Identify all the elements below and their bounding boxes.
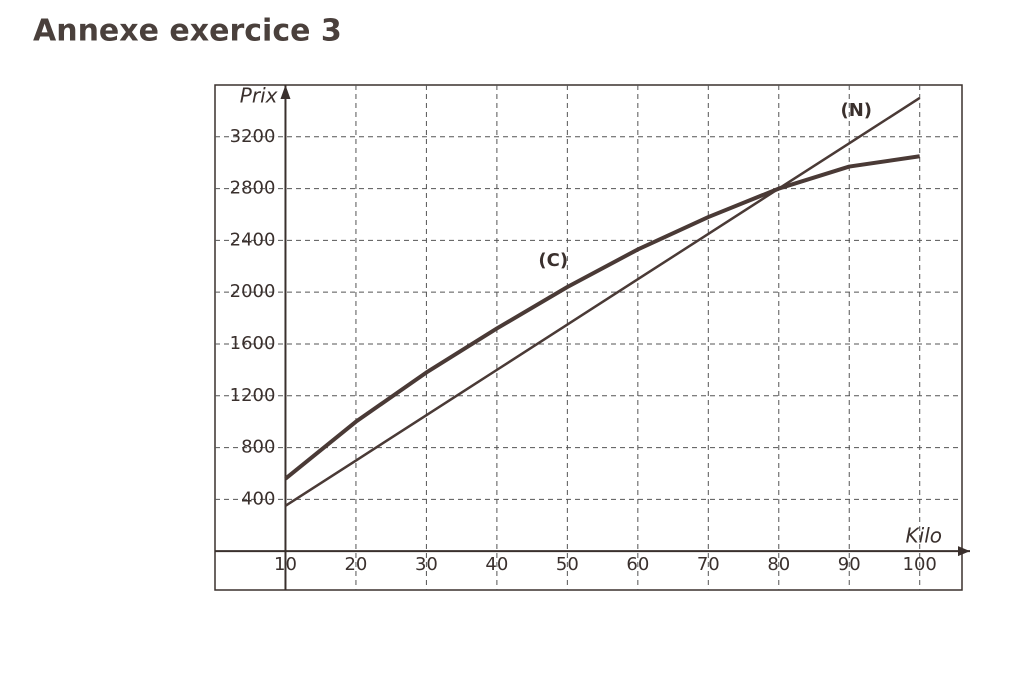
- series-line: [284, 154, 921, 481]
- x-axis-label: Kilo: [906, 524, 942, 548]
- x-tick-label: 30: [415, 554, 438, 575]
- y-tick-label: 400: [241, 488, 275, 509]
- y-tick-label: 1600: [230, 333, 276, 354]
- series-line: [284, 96, 921, 507]
- x-tick-label: 40: [485, 554, 508, 575]
- curve-label: (C): [538, 250, 568, 271]
- y-tick-label: 800: [241, 437, 275, 458]
- x-tick-label: 80: [767, 554, 790, 575]
- plot-frame: [214, 84, 963, 591]
- page-title: Annexe exercice 3: [33, 14, 342, 49]
- y-tick-label: 3200: [230, 126, 276, 147]
- y-tick-label: 1200: [230, 385, 276, 406]
- curve-label: (N): [841, 100, 873, 121]
- x-tick-label: 100: [903, 554, 937, 575]
- y-tick-label: 2400: [230, 229, 276, 250]
- y-axis-arrow: [280, 85, 291, 99]
- x-tick-label: 90: [838, 554, 861, 575]
- x-tick-label: 50: [556, 554, 579, 575]
- y-axis-label: Prix: [240, 84, 278, 108]
- x-tick-label: 70: [697, 554, 720, 575]
- y-tick-label: 2000: [230, 281, 276, 302]
- y-tick-label: 2800: [230, 178, 276, 199]
- x-axis-arrow: [958, 546, 970, 557]
- x-tick-label: 20: [344, 554, 367, 575]
- x-tick-label: 60: [626, 554, 649, 575]
